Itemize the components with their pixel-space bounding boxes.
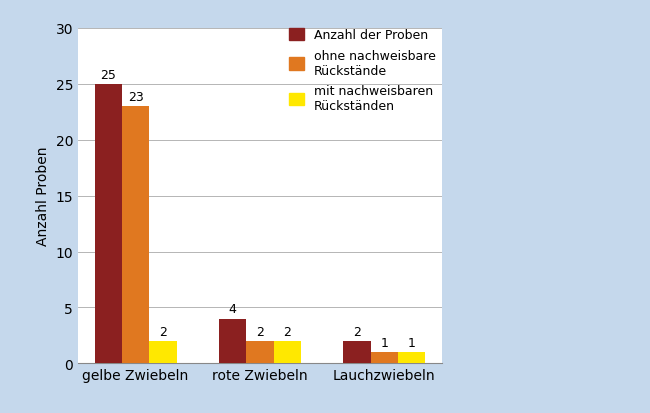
Y-axis label: Anzahl Proben: Anzahl Proben xyxy=(36,147,50,246)
Bar xyxy=(150,341,177,363)
Bar xyxy=(94,85,122,363)
Bar xyxy=(246,341,274,363)
Bar xyxy=(370,352,398,363)
Text: 2: 2 xyxy=(159,325,167,338)
Text: 1: 1 xyxy=(408,336,416,349)
Text: 1: 1 xyxy=(380,336,388,349)
Text: 2: 2 xyxy=(256,325,264,338)
Text: 4: 4 xyxy=(229,302,237,316)
Bar xyxy=(274,341,301,363)
Bar xyxy=(343,341,370,363)
Bar xyxy=(219,319,246,363)
Bar xyxy=(122,107,150,363)
Text: 25: 25 xyxy=(100,68,116,81)
Text: 23: 23 xyxy=(127,90,144,104)
Text: 2: 2 xyxy=(353,325,361,338)
Bar xyxy=(398,352,426,363)
Legend: Anzahl der Proben, ohne nachweisbare
Rückstände, mit nachweisbaren
Rückständen: Anzahl der Proben, ohne nachweisbare Rüc… xyxy=(289,28,436,113)
Text: 2: 2 xyxy=(283,325,291,338)
